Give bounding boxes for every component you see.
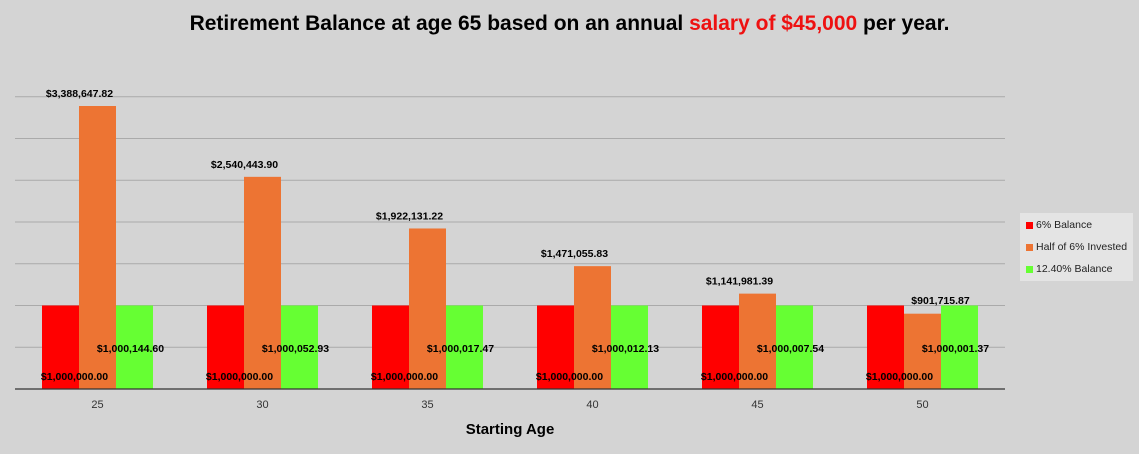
bar-2-40	[574, 266, 611, 389]
data-label-half-25: $3,388,647.82	[46, 88, 113, 100]
chart-legend: 6% Balance Half of 6% Invested 12.40% Bala…	[1020, 213, 1133, 281]
legend-swatch	[1026, 265, 1033, 273]
legend-item: Half of 6% Invested	[1026, 240, 1127, 254]
bar-3-25	[116, 305, 153, 389]
data-label-1240-25: $1,000,144.60	[97, 343, 164, 355]
bar-2-45	[739, 293, 776, 389]
data-label-half-30: $2,540,443.90	[211, 159, 278, 171]
data-label-6pct-50: $1,000,000.00	[866, 371, 933, 383]
data-label-1240-40: $1,000,012.13	[592, 343, 659, 355]
bar-2-30	[244, 176, 281, 389]
bar-1-40	[537, 305, 574, 389]
data-label-1240-35: $1,000,017.47	[427, 343, 494, 355]
data-label-6pct-25: $1,000,000.00	[41, 371, 108, 383]
bar-3-30	[281, 305, 318, 389]
legend-swatch	[1026, 243, 1033, 251]
data-label-1240-50: $1,000,001.37	[922, 343, 989, 355]
x-tick-label-40: 40	[586, 399, 598, 411]
x-tick-label-50: 50	[916, 399, 928, 411]
bar-2-35	[409, 228, 446, 389]
legend-label: Half of 6% Invested	[1036, 241, 1128, 253]
data-label-6pct-40: $1,000,000.00	[536, 371, 603, 383]
legend-swatch	[1026, 221, 1033, 229]
legend-label: 6% Balance	[1036, 219, 1093, 231]
data-label-half-35: $1,922,131.22	[376, 210, 443, 222]
x-tick-label-45: 45	[751, 399, 763, 411]
bar-2-25	[79, 106, 116, 389]
data-label-6pct-30: $1,000,000.00	[206, 371, 273, 383]
bar-1-30	[207, 305, 244, 389]
chart-title: Retirement Balance at age 65 based on an…	[0, 12, 1139, 36]
bar-3-45	[776, 305, 813, 389]
bar-2-50	[904, 313, 941, 389]
legend-item: 12.40% Balance	[1026, 262, 1112, 276]
chart-title-prefix: Retirement Balance at age 65 based on an…	[189, 12, 690, 35]
data-label-half-50: $901,715.87	[911, 295, 970, 307]
x-tick-label-35: 35	[421, 399, 433, 411]
x-tick-label-30: 30	[256, 399, 268, 411]
chart-title-highlight: salary of $45,000	[689, 12, 858, 35]
x-axis-title: Starting Age	[466, 421, 555, 438]
data-label-6pct-45: $1,000,000.00	[701, 371, 768, 383]
data-label-1240-30: $1,000,052.93	[262, 343, 329, 355]
bar-3-35	[446, 305, 483, 389]
bar-1-35	[372, 305, 409, 389]
data-label-1240-45: $1,000,007.54	[757, 343, 824, 355]
data-label-half-45: $1,141,981.39	[706, 276, 773, 288]
bar-3-40	[611, 305, 648, 389]
bar-1-25	[42, 305, 79, 389]
legend-item: 6% Balance	[1026, 218, 1092, 232]
data-label-6pct-35: $1,000,000.00	[371, 371, 438, 383]
data-label-half-40: $1,471,055.83	[541, 248, 608, 260]
chart-title-suffix: per year.	[857, 12, 950, 35]
x-tick-label-25: 25	[91, 399, 103, 411]
bar-1-45	[702, 305, 739, 389]
bar-3-50	[941, 305, 978, 389]
bar-1-50	[867, 305, 904, 389]
legend-label: 12.40% Balance	[1036, 263, 1113, 275]
